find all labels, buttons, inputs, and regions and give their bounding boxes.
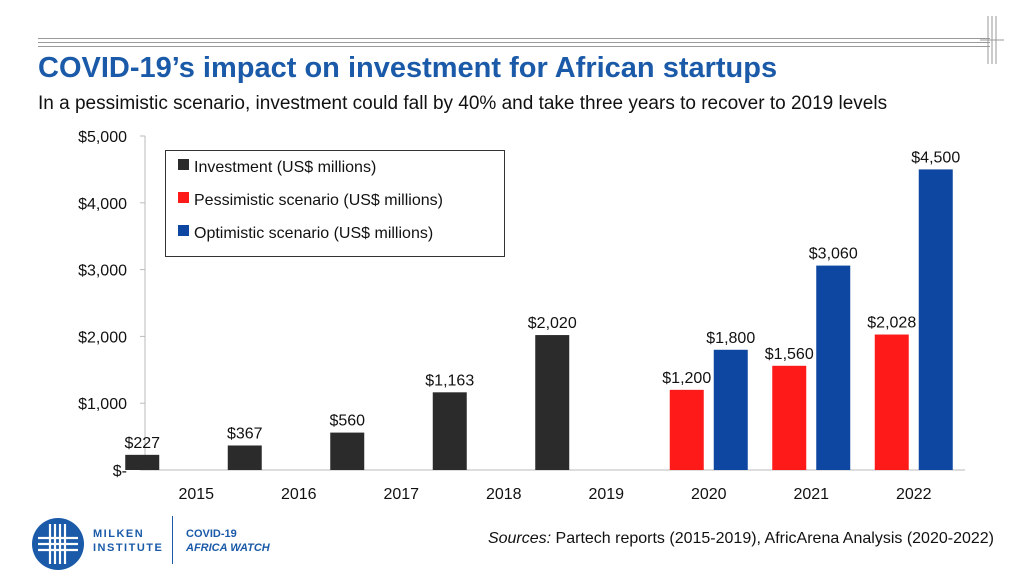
data-label: $2,028 (867, 315, 916, 332)
legend-label: Investment (US$ millions) (194, 159, 377, 176)
y-tick-label: $4,000 (78, 196, 127, 213)
org-name: MILKEN INSTITUTE (93, 527, 163, 555)
y-tick-label: $2,000 (78, 329, 127, 346)
data-label: $2,020 (528, 315, 577, 332)
legend-swatch (178, 224, 189, 236)
sources-note: Sources: Partech reports (2015-2019), Af… (488, 530, 994, 548)
y-tick-label: $- (113, 463, 127, 480)
legend-swatch (178, 158, 189, 170)
milken-logo-icon (32, 518, 84, 570)
data-label: $1,800 (706, 330, 755, 347)
x-tick-label: 2018 (486, 486, 522, 503)
y-tick-label: $5,000 (78, 129, 127, 146)
bar-2021-series-1 (772, 365, 807, 470)
data-label: $227 (124, 435, 160, 452)
x-tick-label: 2019 (588, 486, 624, 503)
legend-item: Investment (US$ millions) (178, 158, 377, 177)
org-name-line2: INSTITUTE (93, 542, 164, 554)
header-rule-1 (38, 38, 990, 39)
x-tick-label: 2021 (793, 486, 829, 503)
page-subtitle: In a pessimistic scenario, investment co… (38, 93, 888, 114)
bar-2020-series-2 (713, 349, 748, 470)
legend-item: Optimistic scenario (US$ millions) (178, 224, 434, 243)
bar-2018-series-0 (432, 392, 467, 470)
legend-label: Optimistic scenario (US$ millions) (194, 225, 434, 242)
y-tick-label: $3,000 (78, 263, 127, 280)
bar-2022-series-2 (918, 169, 953, 470)
x-tick-label: 2022 (896, 486, 932, 503)
bar-2019-series-0 (535, 335, 570, 470)
bar-2016-series-0 (227, 445, 262, 470)
page-title: COVID-19’s impact on investment for Afri… (38, 52, 778, 84)
sources-text: Partech reports (2015-2019), AfricArena … (551, 530, 994, 547)
chart-legend: Investment (US$ millions) Pessimistic sce… (165, 150, 505, 257)
bar-2015-series-0 (125, 454, 160, 470)
data-label: $1,163 (425, 372, 474, 389)
bar-2020-series-1 (669, 389, 704, 470)
sources-lead: Sources: (487, 530, 552, 547)
program-line2: AFRICA WATCH (186, 542, 270, 554)
legend-swatch (178, 191, 189, 203)
data-label: $1,560 (765, 346, 814, 363)
legend-label: Pessimistic scenario (US$ millions) (194, 192, 443, 209)
x-tick-label: 2020 (691, 486, 727, 503)
header-rule-2 (38, 42, 990, 43)
x-tick-label: 2015 (178, 486, 214, 503)
program-name: COVID-19 AFRICA WATCH (186, 527, 270, 555)
legend-item: Pessimistic scenario (US$ millions) (178, 191, 443, 210)
data-label: $3,060 (809, 246, 858, 263)
bar-2017-series-0 (330, 432, 365, 470)
x-tick-label: 2016 (281, 486, 317, 503)
hash-decoration (980, 16, 1004, 64)
data-label: $560 (329, 413, 365, 430)
bar-2021-series-2 (816, 265, 851, 470)
data-label: $1,200 (662, 370, 711, 387)
x-tick-label: 2017 (383, 486, 419, 503)
org-name-line1: MILKEN (93, 528, 145, 540)
y-tick-label: $1,000 (78, 396, 127, 413)
data-label: $4,500 (911, 149, 960, 166)
data-label: $367 (227, 425, 263, 442)
footer-divider (172, 516, 173, 564)
bar-2022-series-1 (874, 334, 909, 470)
header-rule-3 (38, 46, 990, 47)
program-line1: COVID-19 (186, 528, 237, 540)
